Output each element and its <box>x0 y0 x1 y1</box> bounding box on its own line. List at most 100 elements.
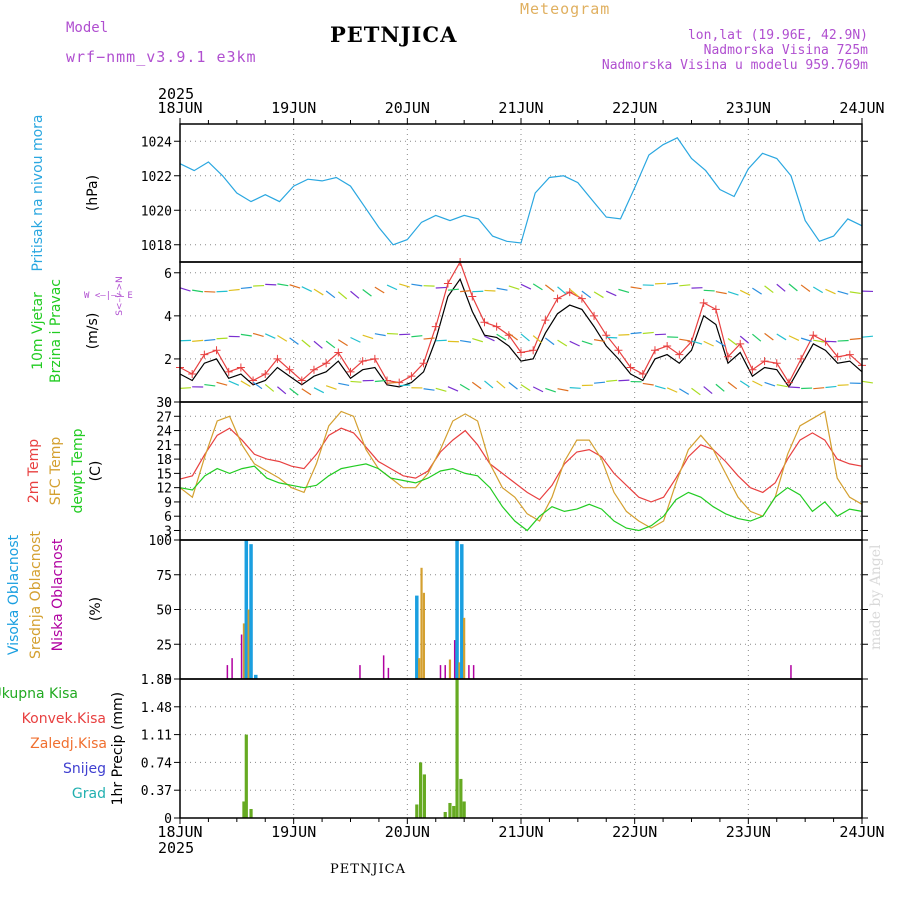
precip-axis-unit: (mm) <box>110 692 126 730</box>
wind-direction-arrow <box>411 283 423 287</box>
pressure-line <box>179 137 863 246</box>
wind-direction-arrow <box>179 387 192 390</box>
wind-gust-marker <box>614 346 623 355</box>
y-tick-label: 2 <box>164 353 172 368</box>
cloud-bar <box>790 665 792 679</box>
wind-gust-marker <box>273 354 282 363</box>
wind-direction-arrow <box>727 337 738 346</box>
wind-direction-arrow <box>301 339 311 348</box>
temp-axis-unit: (C) <box>88 461 104 482</box>
wind-direction-arrow <box>387 332 399 335</box>
cloud-bar <box>418 658 421 679</box>
wind-direction-arrow <box>715 339 726 347</box>
wind-direction-arrow <box>496 287 508 291</box>
wind-direction-arrow <box>240 380 251 387</box>
y-tick-label: 4 <box>164 310 172 325</box>
wind-direction-arrow <box>362 334 374 340</box>
wind-direction-arrow <box>313 288 324 296</box>
x-tick-label-bottom: 22JUN <box>612 823 657 841</box>
precip-legend-item: Zaledj.Kisa <box>30 736 107 752</box>
precip-bar <box>415 804 419 818</box>
wind-gust-marker <box>322 359 331 368</box>
wind-gust-marker <box>833 352 842 361</box>
wind-gust-marker <box>784 378 793 387</box>
wind-direction-arrow <box>289 284 301 289</box>
wind-direction-arrow <box>642 382 654 386</box>
wind-direction-arrow <box>654 282 666 285</box>
wind-gust-marker <box>236 363 245 372</box>
wind-direction-arrow <box>350 290 360 299</box>
y-tick-label: 27 <box>156 410 172 425</box>
wind-direction-arrow <box>411 335 423 338</box>
x-tick-label-top: 19JUN <box>271 99 316 117</box>
cloud-bar <box>247 609 250 679</box>
wind-direction-arrow <box>557 286 567 295</box>
cloud-bar <box>244 540 249 679</box>
wind-direction-arrow <box>679 388 690 395</box>
wind-direction-arrow <box>313 340 323 349</box>
wind-direction-arrow <box>216 290 228 293</box>
cloud-bar <box>242 623 246 679</box>
wind-direction-arrow <box>606 290 617 297</box>
cloud-axis-subtitle2: Niska Oblacnost <box>50 538 66 651</box>
wind-direction-arrow <box>435 339 447 342</box>
cloud-bar <box>422 592 426 679</box>
wind-gust-marker <box>200 350 209 359</box>
wind-compass-side: S<–|–>N <box>115 276 125 316</box>
wind-direction-arrow <box>520 283 532 290</box>
wind-direction-arrow <box>715 291 727 295</box>
wind-direction-arrow <box>459 383 470 391</box>
wind-direction-arrow <box>752 380 763 387</box>
x-tick-label-top: 22JUN <box>612 99 657 117</box>
wind-gust-marker <box>541 316 550 325</box>
wind-direction-arrow <box>569 340 580 347</box>
wind-direction-arrow <box>776 384 788 388</box>
wind-direction-arrow <box>386 284 398 291</box>
wind-direction-arrow <box>861 380 873 384</box>
y-tick-label: 50 <box>156 604 172 619</box>
year-label-top: 2025 <box>158 85 194 103</box>
wind-axis-subtitle: Brzina i Pravac <box>48 279 64 383</box>
wind-direction-arrow <box>667 282 679 285</box>
precip-legend-item: Konvek.Kisa <box>22 711 106 727</box>
wind-direction-arrow <box>374 333 386 337</box>
cloud-bar <box>448 659 452 679</box>
wind-direction-arrow <box>240 286 252 290</box>
cloud-bar <box>240 634 243 679</box>
wind-direction-arrow <box>727 381 738 390</box>
y-tick-label: 18 <box>156 453 172 468</box>
cloud-bar <box>453 640 456 679</box>
wind-direction-arrow <box>520 384 531 392</box>
wind-direction-arrow <box>666 387 678 393</box>
dewpt-line <box>179 463 863 532</box>
wind-direction-arrow <box>508 332 518 341</box>
wind-gust-marker <box>748 365 757 374</box>
wind-direction-arrow <box>727 291 739 296</box>
wind-direction-arrow <box>581 340 593 345</box>
precip-bar <box>448 802 452 818</box>
wind-direction-arrow <box>301 286 312 292</box>
wind-gust-marker <box>638 370 647 378</box>
wind-direction-arrow <box>837 339 849 342</box>
wind-direction-arrow <box>496 333 507 341</box>
y-tick-label: 75 <box>156 569 172 584</box>
wind-direction-arrow <box>630 332 642 335</box>
y-tick-label: 1.48 <box>141 701 172 716</box>
wind-direction-arrow <box>435 286 447 289</box>
panel-frame <box>179 678 863 819</box>
wind-direction-arrow <box>739 380 750 388</box>
wind-direction-arrow <box>739 289 751 296</box>
wind-direction-arrow <box>277 386 287 395</box>
wind-direction-arrow <box>435 387 447 392</box>
precip-bar <box>455 679 459 818</box>
wind-gust-marker <box>797 354 806 363</box>
wind-gust-marker <box>529 346 538 355</box>
wind-direction-arrow <box>837 384 849 386</box>
precip-legend-item: Ukupna Kisa <box>0 686 78 702</box>
wind-direction-arrow <box>800 337 812 342</box>
y-tick-label: 1.11 <box>141 729 172 744</box>
wind-direction-arrow <box>544 337 555 346</box>
precip-axis-title: 1hr Precip <box>110 735 126 806</box>
wind-direction-arrow <box>277 335 288 342</box>
y-tick-label: 6 <box>164 510 172 525</box>
